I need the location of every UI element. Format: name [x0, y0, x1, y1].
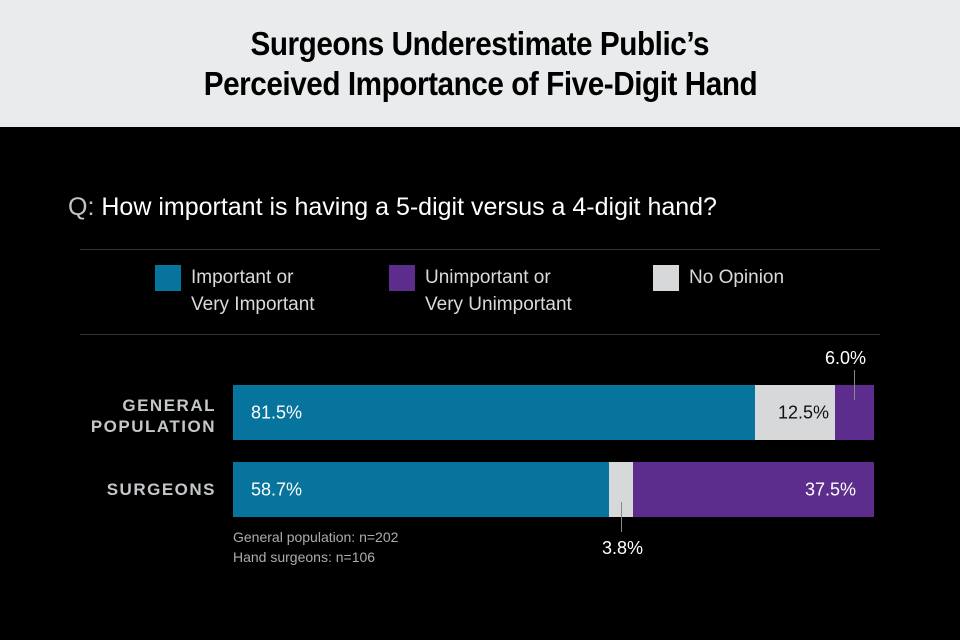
value-label: 58.7%	[251, 479, 303, 499]
legend-no-opinion: No Opinion	[653, 264, 784, 291]
sample-size-note: General population: n=202 Hand surgeons:…	[233, 527, 398, 567]
segment-no-opinion: 12.5%	[755, 385, 835, 440]
divider-bottom	[80, 334, 880, 335]
legend-important: Important or Very Important	[155, 264, 315, 318]
row-label-general-population: GENERAL POPULATION	[90, 396, 216, 436]
segment-important: 81.5%	[233, 385, 755, 440]
swatch-important	[155, 265, 181, 291]
callout-unimportant-gp: 6.0%	[825, 348, 867, 368]
swatch-unimportant	[389, 265, 415, 291]
question-text: How important is having a 5-digit versus…	[101, 193, 717, 221]
legend-label: Unimportant or Very Unimportant	[425, 267, 572, 315]
value-label: 12.5%	[777, 402, 829, 422]
bar-surgeons: 58.7% 37.5%	[233, 462, 874, 517]
divider-top	[80, 249, 880, 250]
legend-label: No Opinion	[689, 267, 785, 288]
value-label: 37.5%	[804, 479, 856, 499]
leader-line	[854, 370, 855, 400]
leader-line	[621, 502, 622, 532]
bar-general-population: 81.5% 12.5%	[233, 385, 874, 440]
chart-title: Surgeons Underestimate Public’s Perceive…	[0, 0, 960, 127]
question: Q: How important is having a 5-digit ver…	[68, 193, 717, 222]
value-label: 81.5%	[251, 402, 303, 422]
callout-no-opinion-surgeons: 3.8%	[602, 538, 644, 558]
row-label-surgeons: SURGEONS	[106, 480, 216, 499]
note-line: Hand surgeons: n=106	[233, 549, 376, 565]
question-prefix: Q:	[68, 193, 95, 221]
legend-label: Important or Very Important	[191, 267, 315, 315]
title-line-1: Surgeons Underestimate Public’s	[250, 24, 710, 62]
segment-important: 58.7%	[233, 462, 609, 517]
segment-unimportant: 37.5%	[633, 462, 874, 517]
swatch-no-opinion	[653, 265, 679, 291]
note-line: General population: n=202	[233, 529, 399, 545]
title-line-2: Perceived Importance of Five-Digit Hand	[203, 64, 757, 102]
legend-unimportant: Unimportant or Very Unimportant	[389, 264, 572, 318]
